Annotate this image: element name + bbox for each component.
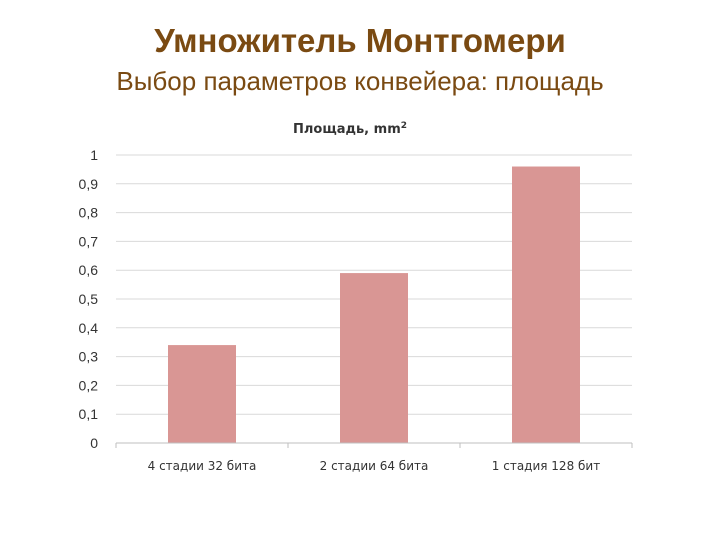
y-tick-label: 0 <box>90 435 98 451</box>
y-tick-label: 0,6 <box>79 262 99 278</box>
y-tick-label: 0,7 <box>79 233 99 249</box>
y-tick-label: 0,9 <box>79 176 99 192</box>
y-tick-label: 0,1 <box>79 406 99 422</box>
y-tick-label: 0,4 <box>79 320 99 336</box>
y-tick-label: 0,8 <box>79 205 99 221</box>
y-tick-label: 0,5 <box>79 291 99 307</box>
x-axis <box>115 442 633 448</box>
chart-title: Площадь, mm2 <box>293 121 407 137</box>
x-axis-labels: 4 стадии 32 бита 2 стадии 64 бита 1 стадия… <box>148 459 601 473</box>
y-tick-label: 0,3 <box>79 349 99 365</box>
y-axis-ticks: 0 0,1 0,2 0,3 0,4 0,5 0,6 0,7 0,8 0,9 1 <box>79 147 99 451</box>
x-category-label: 2 стадии 64 бита <box>320 459 429 473</box>
x-category-label: 4 стадии 32 бита <box>148 459 257 473</box>
slide-title: Умножитель Монтгомери <box>154 22 566 59</box>
bar <box>340 273 408 443</box>
slide-subtitle: Выбор параметров конвейера: площадь <box>116 66 604 96</box>
y-tick-label: 1 <box>90 147 98 163</box>
bar <box>512 166 580 443</box>
x-category-label: 1 стадия 128 бит <box>492 459 600 473</box>
bar <box>168 345 236 443</box>
y-tick-label: 0,2 <box>79 377 99 393</box>
bars <box>168 166 580 443</box>
